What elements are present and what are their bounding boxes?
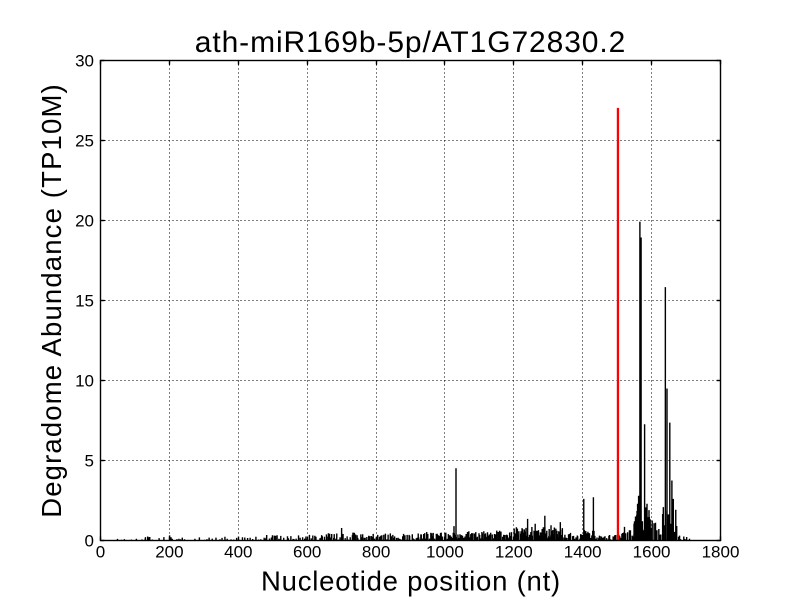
svg-text:15: 15	[75, 292, 94, 311]
svg-text:10: 10	[75, 372, 94, 391]
svg-text:5: 5	[85, 452, 94, 471]
svg-text:1600: 1600	[633, 543, 671, 562]
svg-text:0: 0	[96, 543, 105, 562]
svg-text:Degradome Abundance (TP10M): Degradome Abundance (TP10M)	[36, 83, 67, 518]
svg-text:ath-miR169b-5p/AT1G72830.2: ath-miR169b-5p/AT1G72830.2	[195, 26, 626, 59]
svg-text:800: 800	[362, 543, 390, 562]
svg-text:400: 400	[224, 543, 252, 562]
svg-text:25: 25	[75, 132, 94, 151]
svg-text:1200: 1200	[495, 543, 533, 562]
svg-text:0: 0	[85, 532, 94, 551]
svg-text:30: 30	[75, 52, 94, 71]
svg-text:200: 200	[155, 543, 183, 562]
svg-text:1800: 1800	[702, 543, 740, 562]
svg-text:Nucleotide position (nt): Nucleotide position (nt)	[261, 566, 561, 597]
svg-text:20: 20	[75, 212, 94, 231]
svg-text:1400: 1400	[564, 543, 602, 562]
svg-text:600: 600	[293, 543, 321, 562]
svg-text:1000: 1000	[426, 543, 464, 562]
